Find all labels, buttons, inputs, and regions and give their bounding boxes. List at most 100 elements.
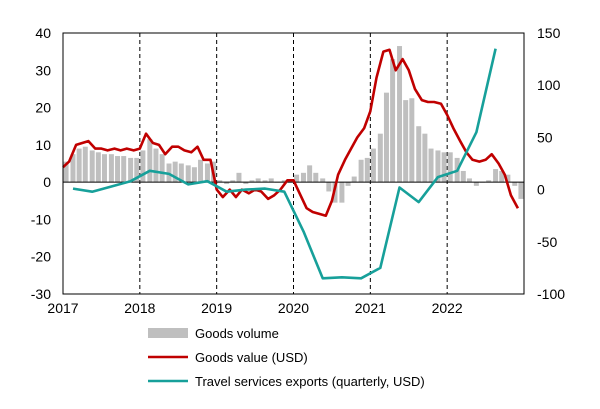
goods-volume-bar [512, 182, 518, 186]
goods-volume-bar [428, 148, 434, 183]
goods-volume-bar [345, 182, 351, 186]
goods-volume-bar [236, 172, 242, 183]
goods-volume-bar [307, 165, 313, 183]
goods-volume-bar [185, 165, 191, 183]
right-tick-label: 100 [537, 77, 561, 93]
goods-volume-bar [178, 163, 184, 183]
goods-volume-bar [460, 170, 466, 183]
goods-volume-bar [320, 178, 326, 183]
goods-volume-bar [473, 182, 479, 186]
left-tick-label: 20 [35, 100, 51, 116]
goods-volume-bar [370, 148, 376, 183]
left-axis-ticks: 40 30 20 10 0 -10 -20 -30 [31, 25, 51, 302]
goods-volume-bar [249, 180, 255, 183]
legend-swatch-bar [148, 328, 188, 338]
right-axis-ticks: 150 100 50 0 -50 -100 [537, 25, 565, 302]
right-tick-label: -100 [537, 286, 565, 302]
vertical-dashed-lines [139, 33, 448, 294]
left-tick-label: 30 [35, 62, 51, 78]
goods-volume-bar [262, 180, 268, 183]
plot-frame [62, 32, 525, 295]
goods-volume-bar [422, 133, 428, 183]
goods-volume-bar [108, 154, 114, 183]
goods-volume-bar [518, 182, 524, 199]
goods-volume-bar [397, 46, 403, 183]
x-tick-label: 2019 [201, 300, 232, 316]
goods-volume-bar [159, 154, 165, 183]
goods-volume-bar [339, 182, 345, 203]
goods-volume-bar [95, 152, 101, 183]
goods-volume-bar [268, 178, 274, 183]
x-tick-label: 2022 [432, 300, 463, 316]
goods-volume-bar [281, 180, 287, 183]
legend-label: Travel services exports (quarterly, USD) [195, 374, 425, 389]
left-tick-label: 40 [35, 25, 51, 41]
goods-volume-bar [326, 182, 332, 192]
right-tick-label: 0 [537, 182, 545, 198]
goods-volume-bar [294, 174, 300, 183]
goods-volume-bar [172, 161, 178, 183]
x-axis-ticks: 2017 2018 2019 2020 2021 2022 [47, 300, 463, 316]
goods-volume-bar [128, 157, 134, 183]
x-tick-label: 2018 [124, 300, 155, 316]
left-tick-label: 10 [35, 137, 51, 153]
goods-value-line [62, 48, 520, 217]
goods-volume-bar [101, 154, 107, 183]
left-tick-label: 0 [43, 174, 51, 190]
goods-volume-bar [204, 163, 210, 183]
series-lines [62, 48, 520, 280]
legend-label: Goods volume [195, 326, 279, 341]
goods-volume-bar [416, 126, 422, 183]
goods-volume-bar [191, 167, 197, 183]
right-tick-label: -50 [537, 234, 557, 250]
goods-volume-bar [409, 98, 415, 183]
goods-volume-bar [140, 150, 146, 183]
x-tick-label: 2020 [278, 300, 309, 316]
right-tick-label: 50 [537, 129, 553, 145]
goods-volume-bar [403, 100, 409, 183]
goods-volume-bar [377, 133, 383, 183]
goods-volume-bar [383, 92, 389, 183]
left-tick-label: -20 [31, 249, 51, 265]
x-tick-label: 2021 [355, 300, 386, 316]
goods-volume-bar [441, 152, 447, 183]
left-tick-label: -30 [31, 286, 51, 302]
right-tick-label: 150 [537, 25, 561, 41]
goods-volume-bar [447, 152, 453, 183]
goods-volume-bar [435, 150, 441, 183]
goods-volume-bar [76, 148, 82, 183]
goods-volume-bar [121, 156, 127, 183]
goods-volume-bar [198, 159, 204, 183]
goods-volume-bar [499, 170, 505, 183]
goods-volume-bar [217, 180, 223, 183]
goods-volume-bar [230, 180, 236, 183]
goods-volume-bar [505, 174, 511, 183]
goods-volume-bar [390, 59, 396, 183]
legend-label: Goods value (USD) [195, 350, 308, 365]
goods-volume-bar [70, 154, 76, 183]
goods-volume-bar [486, 180, 492, 183]
goods-volume-bar [89, 150, 95, 183]
goods-volume-bar [147, 139, 153, 183]
goods-volume-bar [358, 159, 364, 183]
goods-volume-bar [466, 178, 472, 183]
left-tick-label: -10 [31, 211, 51, 227]
goods-volume-bar [493, 169, 499, 183]
goods-volume-bar [313, 172, 319, 183]
goods-volume-bar [364, 157, 370, 183]
goods-volume-bar [255, 178, 261, 183]
x-tick-label: 2017 [47, 300, 78, 316]
goods-volume-bar [224, 182, 230, 185]
goods-volume-bar [153, 148, 159, 183]
goods-volume-bar [82, 146, 88, 183]
goods-volume-bar [115, 156, 121, 183]
goods-volume-bar [351, 176, 357, 183]
travel-services-line [72, 48, 497, 280]
goods-volume-bar [63, 161, 69, 183]
goods-volume-bar [134, 157, 140, 183]
goods-volume-bar [300, 172, 306, 183]
legend: Goods volume Goods value (USD) Travel serv… [148, 326, 425, 389]
goods-volume-bar [243, 182, 249, 185]
